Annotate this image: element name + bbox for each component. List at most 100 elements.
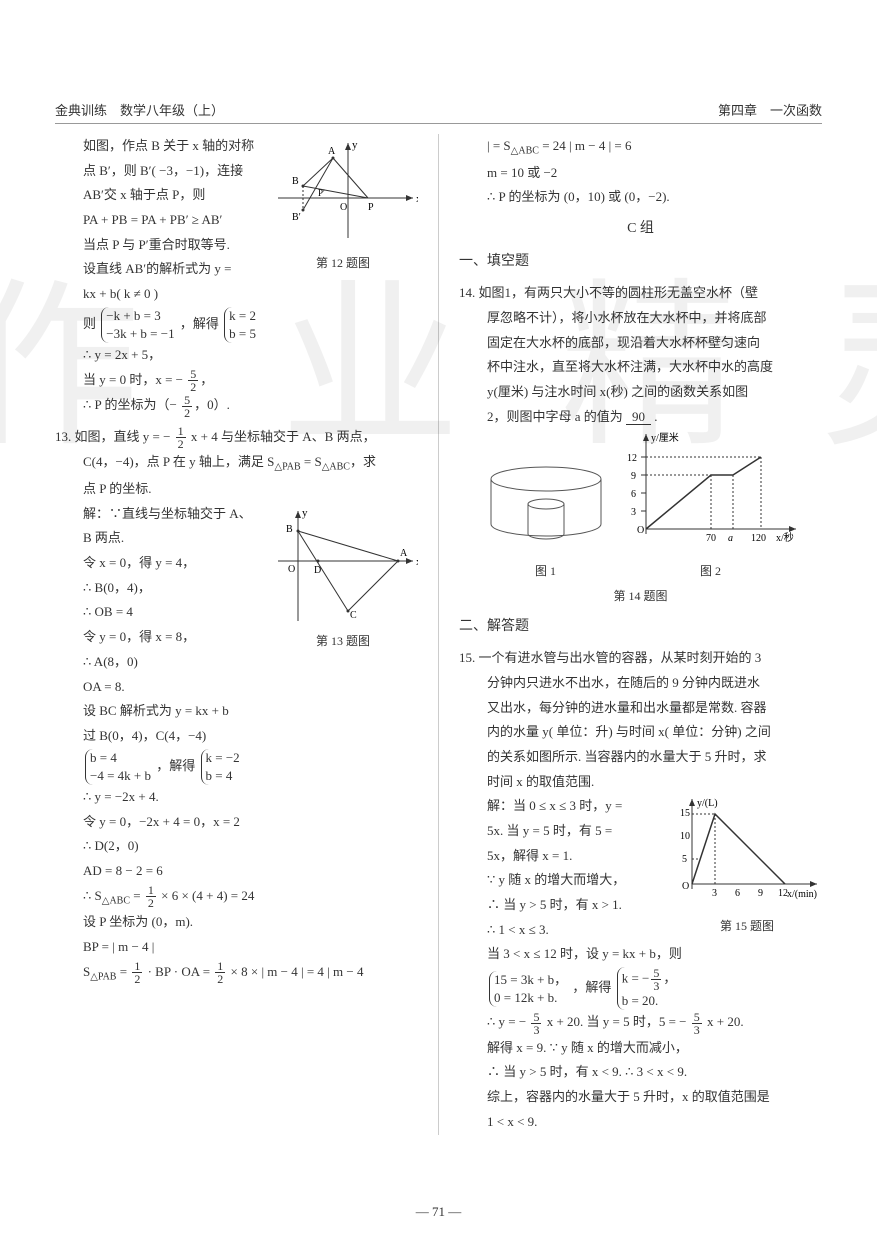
figure-14-2: y/厘米 x/秒 O 3 6 9 12 70 a 120 [621, 429, 801, 582]
figure-12-svg: x y A B B′ P O P′ [268, 138, 418, 248]
text-line: y(厘米) 与注水时间 x(秒) 之间的函数关系如图 [459, 380, 822, 405]
figure-14: 图 1 y/厘米 x/秒 O 3 6 9 12 [459, 429, 822, 582]
figure-15-svg: y/(L) x/(min) O 15 10 5 3 6 9 12 [672, 794, 822, 904]
text-line: ∴ y = −2x + 4. [83, 785, 418, 810]
svg-text:10: 10 [680, 831, 690, 842]
svg-text:3: 3 [712, 888, 717, 899]
watermark-char: 灵 [820, 220, 877, 481]
svg-text:B′: B′ [292, 212, 301, 223]
svg-text:6: 6 [735, 888, 740, 899]
svg-text:B: B [292, 176, 299, 187]
svg-text:9: 9 [758, 888, 763, 899]
text-line: 时间 x 的取值范围. [459, 770, 822, 795]
svg-text:15: 15 [680, 808, 690, 819]
svg-text:C: C [350, 610, 357, 621]
section-answer: 二、解答题 [459, 614, 822, 641]
svg-text:A: A [400, 548, 408, 559]
text-line: ∴ P 的坐标为 (0，10) 或 (0，−2). [487, 185, 822, 210]
figure-15-caption: 第 15 题图 [672, 915, 822, 938]
q13-stem-line2: C(4，−4)，点 P 在 y 轴上，满足 S△PAB = S△ABC，求 [55, 450, 418, 477]
figure-12: x y A B B′ P O P′ 第 12 题图 [268, 134, 418, 275]
header-right: 第四章 一次函数 [718, 100, 822, 119]
svg-text:a: a [728, 533, 733, 544]
text-line: ∴ y = 2x + 5， [83, 343, 418, 368]
text-line: 综上，容器内的水量大于 5 升时，x 的取值范围是 [487, 1085, 822, 1110]
svg-text:5: 5 [682, 854, 687, 865]
column-divider [438, 134, 439, 1135]
figure-12-caption: 第 12 题图 [268, 252, 418, 275]
svg-text:B: B [286, 524, 293, 535]
q15: 15. 一个有进水管与出水管的容器，从某时刻开始的 3 分钟内只进水不出水，在随… [459, 646, 822, 1134]
equation-line: b = 4−4 = 4k + b ，解得 k = −2b = 4 [83, 749, 418, 785]
figure-13-svg: x y O B A C D [268, 506, 418, 626]
text-line: 的关系如图所示. 当容器内的水量大于 5 升时，求 [459, 745, 822, 770]
q14: 14. 如图1，有两只大小不等的圆柱形无盖空水杯（壁 厚忽略不计），将小水杯放在… [459, 281, 822, 607]
svg-text:O: O [288, 564, 295, 575]
svg-text:x: x [416, 193, 418, 205]
text-line: 设 P 坐标为 (0，m). [83, 910, 418, 935]
equation-line: 15 = 3k + b，0 = 12k + b. ，解得 k = −53， b … [487, 967, 822, 1010]
figure-13-caption: 第 13 题图 [268, 630, 418, 653]
svg-text:3: 3 [631, 507, 636, 518]
svg-text:O: O [637, 525, 644, 536]
svg-text:12: 12 [778, 888, 788, 899]
text-line: ∴ A(8，0) [83, 650, 418, 675]
svg-text:A: A [328, 146, 336, 157]
text-line: 又出水，每分钟的进水量和出水量都是常数. 容器 [459, 696, 822, 721]
svg-text:6: 6 [631, 489, 636, 500]
text-line: ∴ P 的坐标为（− 52，0）. [83, 393, 418, 419]
svg-text:O: O [682, 881, 689, 892]
text-line: 2，则图中字母 a 的值为 90 . [459, 405, 822, 430]
text-line: 当 y = 0 时，x = − 52， [83, 368, 418, 394]
q14-answer: 90 [626, 409, 651, 425]
text-line: 厚忽略不计），将小水杯放在大水杯中，并将底部 [459, 306, 822, 331]
text-line: 14. 如图1，有两只大小不等的圆柱形无盖空水杯（壁 [459, 281, 822, 306]
figure-14-1-caption: 图 1 [481, 560, 611, 583]
figure-14-1-svg [481, 449, 611, 549]
page-header: 金典训练 数学八年级（上） 第四章 一次函数 [55, 100, 822, 124]
figure-14-2-caption: 图 2 [621, 560, 801, 583]
text-line: 杯中注水，直至将大水杯注满，大水杯中水的高度 [459, 355, 822, 380]
q13-stem-line3: 点 P 的坐标. [55, 477, 418, 502]
header-left: 金典训练 数学八年级（上） [55, 100, 224, 119]
figure-13: x y O B A C D 第 13 题图 [268, 502, 418, 653]
text-line: m = 10 或 −2 [487, 161, 822, 186]
q13-stem-line1: 13. 如图，直线 y = − 12 x + 4 与坐标轴交于 A、B 两点， [55, 425, 418, 451]
equation-line: 则 −k + b = 3−3k + b = −1 ，解得 k = 2b = 5 [83, 307, 418, 343]
section-fill-blank: 一、填空题 [459, 249, 822, 276]
text-line: 固定在大水杯的底部，现沿着大水杯杯壁匀速向 [459, 331, 822, 356]
text-line: BP = | m − 4 | [83, 935, 418, 960]
svg-text:9: 9 [631, 471, 636, 482]
figure-15: y/(L) x/(min) O 15 10 5 3 6 9 12 第 15 题图 [672, 794, 822, 937]
text-line: S△PAB = 12 · BP · OA = 12 × 8 × | m − 4 … [83, 960, 418, 987]
text-line: OA = 8. [83, 675, 418, 700]
figure-14-main-caption: 第 14 题图 [459, 585, 822, 608]
svg-text:x/秒: x/秒 [776, 531, 794, 544]
text-line: 内的水量 y( 单位：升) 与时间 x( 单位：分钟) 之间 [459, 720, 822, 745]
text-line: ∴ S△ABC = 12 × 6 × (4 + 4) = 24 [83, 884, 418, 911]
svg-text:70: 70 [706, 533, 716, 544]
text-line: ∴ y = − 53 x + 20. 当 y = 5 时，5 = − 53 x … [487, 1010, 822, 1036]
text-line: 分钟内只进水不出水，在随后的 9 分钟内既进水 [459, 671, 822, 696]
left-column: x y A B B′ P O P′ 第 12 题图 如图，作点 B 关于 x 轴… [55, 134, 418, 1135]
page-number: — 71 — [0, 1204, 877, 1220]
svg-text:O: O [340, 202, 347, 213]
svg-text:120: 120 [751, 533, 766, 544]
figure-14-1: 图 1 [481, 449, 611, 582]
q13-cont: | = S△ABC = 24 | m − 4 | = 6 m = 10 或 −2… [459, 134, 822, 210]
text-line: 设 BC 解析式为 y = kx + b [83, 699, 418, 724]
svg-text:x/(min): x/(min) [787, 889, 817, 900]
text-line: AD = 8 − 2 = 6 [83, 859, 418, 884]
svg-text:12: 12 [627, 453, 637, 464]
svg-text:y: y [302, 507, 308, 519]
svg-text:y: y [352, 139, 358, 151]
text-line: 当 3 < x ≤ 12 时，设 y = kx + b，则 [487, 942, 822, 967]
text-line: kx + b( k ≠ 0 ) [83, 282, 418, 307]
svg-text:P′: P′ [318, 188, 325, 198]
svg-text:x: x [416, 556, 418, 568]
svg-text:P: P [368, 202, 374, 213]
text-line: ∴ D(2，0) [83, 834, 418, 859]
content-columns: x y A B B′ P O P′ 第 12 题图 如图，作点 B 关于 x 轴… [55, 134, 822, 1135]
text-line: 令 y = 0，−2x + 4 = 0，x = 2 [83, 810, 418, 835]
text-line: ∴ 当 y > 5 时，有 x < 9. ∴ 3 < x < 9. [487, 1060, 822, 1085]
